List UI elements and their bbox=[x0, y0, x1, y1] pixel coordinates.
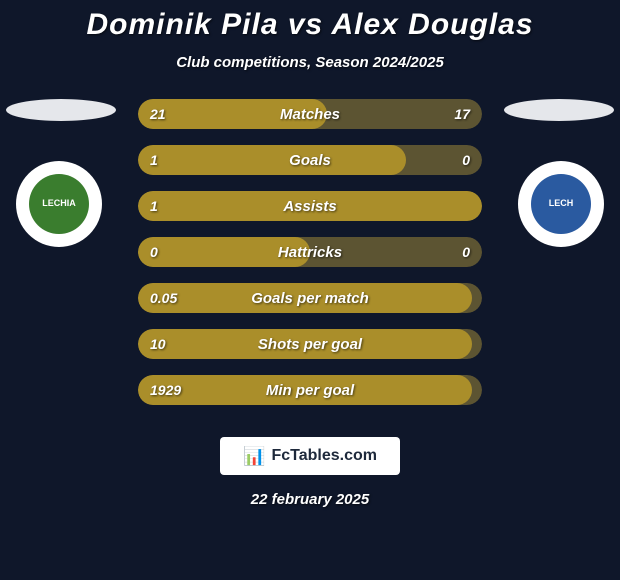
comparison-infographic: Dominik Pila vs Alex Douglas Club compet… bbox=[0, 0, 620, 580]
bar-label: Hattricks bbox=[138, 237, 482, 267]
bar-label: Assists bbox=[138, 191, 482, 221]
bar-value-right: 17 bbox=[454, 99, 470, 129]
club-crest-left-inner: LECHIA bbox=[29, 174, 89, 234]
site-logo: 📊 FcTables.com bbox=[220, 437, 400, 475]
bar-value-right: 0 bbox=[462, 145, 470, 175]
stat-bars: 21Matches171Goals01Assists0Hattricks00.0… bbox=[138, 99, 482, 421]
stat-bar-row: 0.05Goals per match bbox=[138, 283, 482, 313]
snapshot-date: 22 february 2025 bbox=[0, 491, 620, 508]
stat-bar-row: 0Hattricks0 bbox=[138, 237, 482, 267]
club-crest-right: LECH bbox=[518, 161, 604, 247]
bar-value-right: 0 bbox=[462, 237, 470, 267]
site-logo-text: FcTables.com bbox=[271, 447, 377, 465]
stat-bar-row: 10Shots per goal bbox=[138, 329, 482, 359]
stat-bar-row: 21Matches17 bbox=[138, 99, 482, 129]
bar-label: Matches bbox=[138, 99, 482, 129]
page-title: Dominik Pila vs Alex Douglas bbox=[0, 8, 620, 42]
bar-label: Min per goal bbox=[138, 375, 482, 405]
club-crest-right-inner: LECH bbox=[531, 174, 591, 234]
player-photo-placeholder-left bbox=[6, 99, 116, 121]
chart-icon: 📊 bbox=[243, 446, 265, 467]
stat-bar-row: 1Assists bbox=[138, 191, 482, 221]
bar-label: Goals bbox=[138, 145, 482, 175]
bar-label: Shots per goal bbox=[138, 329, 482, 359]
stat-bar-row: 1929Min per goal bbox=[138, 375, 482, 405]
comparison-body: LECHIA LECH 21Matches171Goals01Assists0H… bbox=[0, 99, 620, 419]
subtitle: Club competitions, Season 2024/2025 bbox=[0, 54, 620, 71]
bar-label: Goals per match bbox=[138, 283, 482, 313]
player-photo-placeholder-right bbox=[504, 99, 614, 121]
club-crest-left: LECHIA bbox=[16, 161, 102, 247]
stat-bar-row: 1Goals0 bbox=[138, 145, 482, 175]
